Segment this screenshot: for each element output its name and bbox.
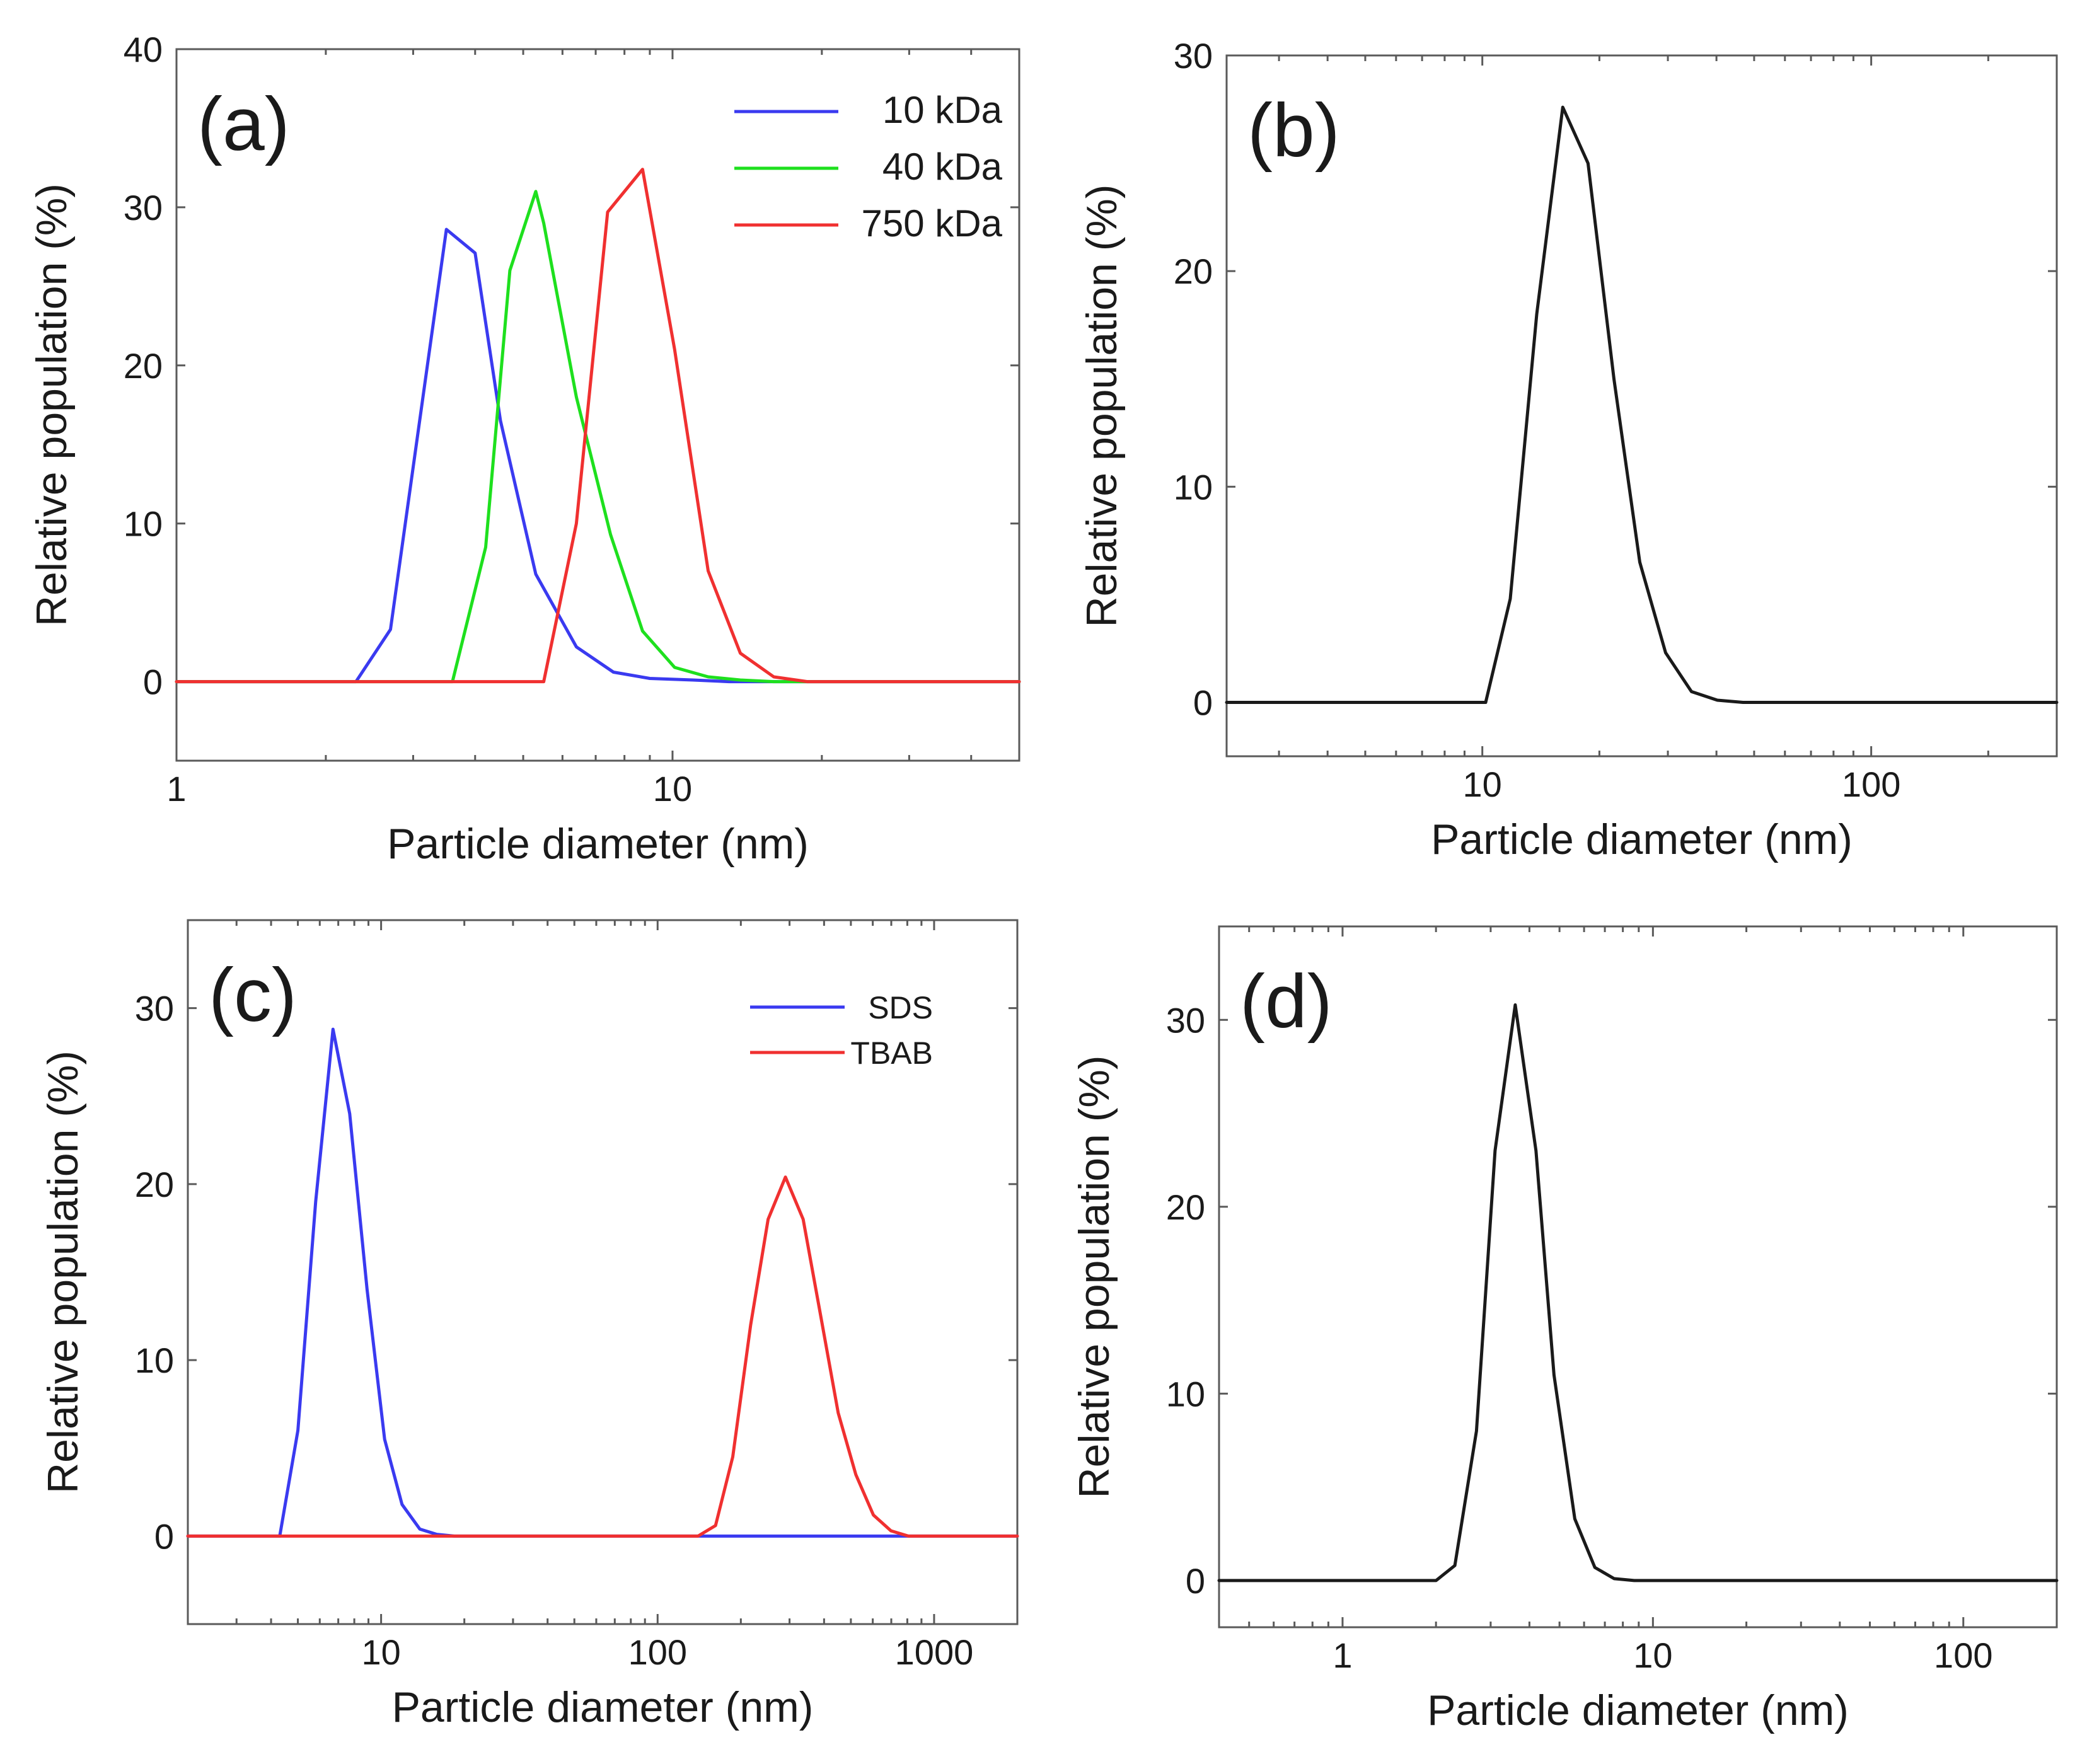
plot-frame	[187, 919, 1019, 1625]
y-tick-label: 30	[135, 989, 174, 1029]
y-tick-label: 30	[124, 188, 163, 228]
legend-label: SDS	[868, 990, 933, 1025]
y-tick-label: 0	[154, 1516, 174, 1556]
x-tick-label: 1	[1333, 1635, 1352, 1675]
chart-panel-0: 0 10 20 30 40 1 10 Particle diameter (nm) Relati…	[28, 30, 1021, 868]
x-tick-label: 1000	[895, 1632, 974, 1672]
x-tick-label: 10	[1463, 764, 1502, 804]
x-tick-label: 1	[166, 769, 186, 809]
y-tick-label: 20	[135, 1165, 174, 1204]
x-axis-label: Particle diameter (nm)	[392, 1683, 814, 1731]
series-line-40-kda	[175, 190, 1021, 684]
panel-label: (c)	[209, 953, 297, 1037]
y-axis-label: Relative population (%)	[28, 183, 76, 626]
chart-panel-3: 0 10 20 30 1 10 100 Particle diameter (nm) Relat…	[1070, 925, 2059, 1734]
x-tick-label: 10	[1633, 1635, 1672, 1675]
x-axis-label: Particle diameter (nm)	[1427, 1686, 1849, 1734]
y-tick-label: 10	[1174, 467, 1213, 507]
series-line-tbab	[186, 1175, 1019, 1538]
chart-panel-2: 0 10 20 30 10 100 1000 Particle diameter (nm) Re…	[39, 919, 1019, 1731]
plot-frame	[175, 48, 1020, 762]
y-tick-label: 20	[1166, 1187, 1205, 1227]
x-tick-label: 100	[1842, 764, 1900, 804]
x-axis-label: Particle diameter (nm)	[1431, 816, 1853, 863]
legend-label: 750 kDa	[862, 202, 1003, 245]
panel-label: (d)	[1240, 959, 1333, 1044]
x-tick-label: 100	[1934, 1635, 1992, 1675]
legend-label: 10 kDa	[882, 89, 1003, 131]
y-tick-label: 40	[124, 30, 163, 69]
y-tick-label: 20	[1174, 251, 1213, 291]
panel-label: (a)	[197, 82, 290, 166]
y-tick-label: 0	[143, 662, 163, 702]
series-line-sds	[186, 1027, 1019, 1538]
y-tick-label: 30	[1166, 1000, 1205, 1040]
series-line-750-kda	[175, 168, 1021, 684]
plot-frame	[1218, 925, 2058, 1629]
y-tick-label: 20	[124, 346, 163, 386]
series-line-sample	[1217, 1003, 2059, 1582]
y-tick-label: 0	[1193, 683, 1213, 722]
y-tick-label: 10	[1166, 1374, 1205, 1414]
y-tick-label: 0	[1186, 1561, 1205, 1601]
panel-label: (b)	[1247, 88, 1340, 173]
x-tick-label: 10	[653, 769, 692, 809]
y-axis-label: Relative population (%)	[39, 1051, 87, 1494]
y-axis-label: Relative population (%)	[1078, 184, 1126, 627]
legend-label: TBAB	[850, 1035, 933, 1071]
legend-label: 40 kDa	[882, 146, 1003, 188]
x-tick-label: 100	[628, 1632, 687, 1672]
y-tick-label: 10	[124, 504, 163, 544]
chart-panel-1: 0 10 20 30 10 100 Particle diameter (nm) Relati…	[1078, 36, 2059, 863]
plot-frame	[1225, 54, 2058, 758]
y-tick-label: 10	[135, 1340, 174, 1380]
series-line-10-kda	[175, 228, 1021, 684]
x-axis-label: Particle diameter (nm)	[387, 820, 809, 868]
y-axis-label: Relative population (%)	[1070, 1055, 1118, 1498]
series-line-sample	[1225, 105, 2059, 704]
y-tick-label: 30	[1174, 36, 1213, 76]
x-tick-label: 10	[361, 1632, 400, 1672]
